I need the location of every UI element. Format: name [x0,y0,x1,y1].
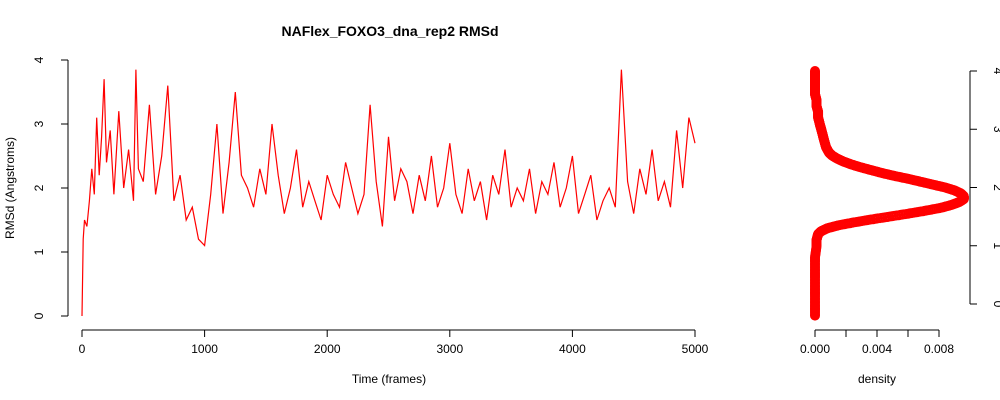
main-line-group [81,69,696,317]
rmsd-series-line [81,69,696,317]
density-y-tick-label-2: 2 [991,184,1000,191]
x-tick-label-5000: 5000 [682,342,709,356]
x-axis-label-time: Time (frames) [352,372,426,386]
density-x-tick-label-0.008: 0.008 [924,342,954,356]
y-tick-label-1: 1 [32,248,46,255]
y-tick-label-2: 2 [32,184,46,191]
chart-title: NAFlex_FOXO3_dna_rep2 RMSd [281,23,498,39]
x-axis-label-density: density [858,372,896,386]
density-point-group [810,66,969,321]
y-tick-label-3: 3 [32,120,46,127]
density-tick-group: 0.000 0.004 0.008 0 1 2 3 4 [800,68,1000,356]
density-y-tick-label-4: 4 [991,68,1000,75]
y-axis-label-rmsd: RMSd (Angstroms) [3,137,17,239]
density-y-tick-label-1: 1 [991,242,1000,249]
density-x-tick-label-0.000: 0.000 [800,342,830,356]
density-y-tick-label-0: 0 [991,301,1000,308]
x-tick-label-3000: 3000 [436,342,463,356]
x-tick-label-2000: 2000 [314,342,341,356]
density-x-tick-label-0.004: 0.004 [862,342,892,356]
x-tick-label-1000: 1000 [191,342,218,356]
y-tick-label-4: 4 [32,56,46,63]
density-point [810,66,820,76]
density-y-tick-label-3: 3 [991,126,1000,133]
x-tick-label-4000: 4000 [559,342,586,356]
x-tick-label-0: 0 [79,342,86,356]
main-tick-group: 0 1000 2000 3000 4000 5000 0 1 2 3 4 [32,56,709,356]
y-tick-label-0: 0 [32,312,46,319]
